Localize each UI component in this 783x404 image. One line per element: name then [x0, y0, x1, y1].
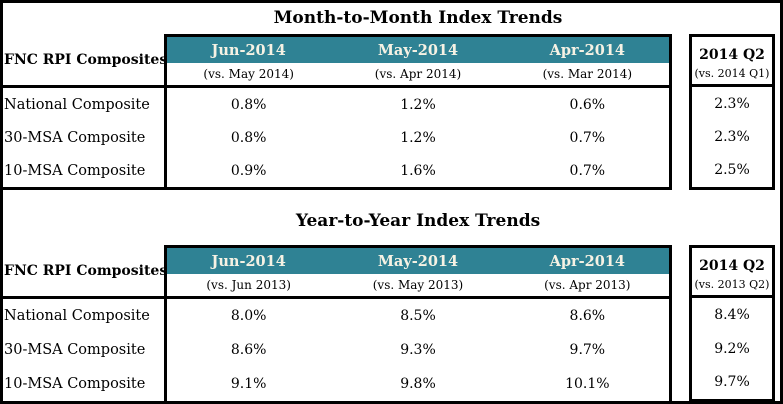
value-cell: 2.5% — [714, 162, 750, 179]
value-cell: 9.8% — [400, 376, 436, 392]
m2m-quarter-table: 2014 Q2 (vs. 2014 Q1) 2.3% 2.3% 2.5% — [689, 34, 775, 190]
row-label: 10-MSA Composite — [4, 376, 146, 392]
value-cell: 1.2% — [400, 96, 436, 113]
value-cell: 8.4% — [714, 306, 750, 323]
value-cell: 0.8% — [230, 96, 267, 113]
value-cell: 8.5% — [400, 308, 436, 324]
y2y-subheader-band: (vs. Jun 2013) (vs. May 2013) (vs. Apr 2… — [164, 274, 672, 296]
y2y-q2-vs-header: (vs. 2013 Q2) — [694, 278, 770, 291]
value-cell: 0.6% — [569, 96, 606, 113]
m2m-vs-header-jun: (vs. May 2014) — [203, 67, 294, 81]
value-cell: 0.7% — [569, 129, 606, 146]
m2m-header-band: Jun-2014 May-2014 Apr-2014 — [164, 34, 672, 63]
m2m-q2-divider-line — [692, 84, 772, 87]
row-label: 10-MSA Composite — [4, 162, 146, 179]
m2m-col-header-jun-2014: Jun-2014 — [211, 41, 286, 59]
y2y-data-rows: National Composite 8.0% 8.5% 8.6% 30-MSA… — [0, 299, 672, 401]
y2y-quarter-table: 2014 Q2 (vs. 2013 Q2) 8.4% 9.2% 9.7% — [689, 245, 775, 402]
m2m-table-title: Month-to-Month Index Trends — [273, 8, 563, 28]
y2y-col-header-apr-2014: Apr-2014 — [549, 252, 626, 270]
y2y-label-column-divider — [164, 245, 167, 404]
value-cell: 1.6% — [400, 162, 436, 179]
m2m-header-divider-line — [0, 85, 672, 88]
value-cell: 10.1% — [565, 376, 610, 392]
value-cell: 9.1% — [230, 376, 267, 392]
value-cell: 2.3% — [714, 95, 750, 112]
m2m-bottom-border — [0, 187, 672, 190]
value-cell: 8.0% — [230, 308, 267, 324]
m2m-right-border — [669, 34, 672, 190]
year-to-year-section: Year-to-Year Index Trends Jun-2014 May-2… — [0, 190, 783, 404]
value-cell: 0.9% — [230, 162, 267, 179]
value-cell: 9.2% — [714, 340, 750, 357]
y2y-table-title: Year-to-Year Index Trends — [295, 211, 541, 231]
month-to-month-section: Month-to-Month Index Trends Jun-2014 May… — [0, 0, 783, 190]
y2y-main-table: Jun-2014 May-2014 Apr-2014 (vs. Jun 2013… — [0, 245, 672, 404]
table-row: 30-MSA Composite 0.8% 1.2% 0.7% — [0, 121, 672, 154]
y2y-q2-divider-line — [692, 295, 772, 298]
value-cell: 8.6% — [569, 308, 606, 324]
y2y-right-border — [669, 245, 672, 404]
value-cell: 9.7% — [714, 374, 750, 391]
table-row: 30-MSA Composite 8.6% 9.3% 9.7% — [0, 333, 672, 367]
y2y-q2-header: 2014 Q2 — [699, 258, 765, 274]
m2m-vs-header-may: (vs. Apr 2014) — [374, 67, 462, 81]
m2m-label-column-divider — [164, 34, 167, 190]
m2m-composites-header: FNC RPI Composites — [4, 51, 168, 68]
table-row: 10-MSA Composite 0.9% 1.6% 0.7% — [0, 154, 672, 187]
value-cell: 9.3% — [400, 342, 436, 358]
m2m-q2-vs-header: (vs. 2014 Q1) — [694, 67, 770, 80]
y2y-header-divider-line — [0, 296, 672, 299]
row-label: 30-MSA Composite — [4, 342, 146, 358]
value-cell: 0.7% — [569, 162, 606, 179]
y2y-vs-header-jun: (vs. Jun 2013) — [206, 278, 291, 292]
m2m-main-table: Jun-2014 May-2014 Apr-2014 (vs. May 2014… — [0, 34, 672, 190]
m2m-col-header-apr-2014: Apr-2014 — [549, 41, 626, 59]
y2y-q2-values: 8.4% 9.2% 9.7% — [692, 298, 772, 399]
m2m-vs-header-apr: (vs. Mar 2014) — [542, 67, 633, 81]
value-cell: 0.8% — [230, 129, 267, 146]
y2y-col-header-may-2014: May-2014 — [377, 252, 459, 270]
table-row: National Composite 8.0% 8.5% 8.6% — [0, 299, 672, 333]
m2m-q2-values: 2.3% 2.3% 2.5% — [692, 87, 772, 187]
m2m-q2-header: 2014 Q2 — [699, 47, 765, 63]
row-label: National Composite — [4, 308, 150, 324]
m2m-subheader-band: (vs. May 2014) (vs. Apr 2014) (vs. Mar 2… — [164, 63, 672, 85]
value-cell: 1.2% — [400, 129, 436, 146]
table-row: 10-MSA Composite 9.1% 9.8% 10.1% — [0, 367, 672, 401]
value-cell: 8.6% — [230, 342, 267, 358]
y2y-composites-header: FNC RPI Composites — [4, 262, 168, 279]
value-cell: 2.3% — [714, 128, 750, 145]
y2y-vs-header-apr: (vs. Apr 2013) — [544, 278, 631, 292]
table-row: National Composite 0.8% 1.2% 0.6% — [0, 88, 672, 121]
m2m-data-rows: National Composite 0.8% 1.2% 0.6% 30-MSA… — [0, 88, 672, 187]
row-label: 30-MSA Composite — [4, 129, 146, 146]
row-label: National Composite — [4, 96, 150, 113]
y2y-header-band: Jun-2014 May-2014 Apr-2014 — [164, 245, 672, 274]
y2y-col-header-jun-2014: Jun-2014 — [211, 252, 286, 270]
m2m-col-header-may-2014: May-2014 — [377, 41, 459, 59]
value-cell: 9.7% — [569, 342, 606, 358]
y2y-vs-header-may: (vs. May 2013) — [372, 278, 464, 292]
